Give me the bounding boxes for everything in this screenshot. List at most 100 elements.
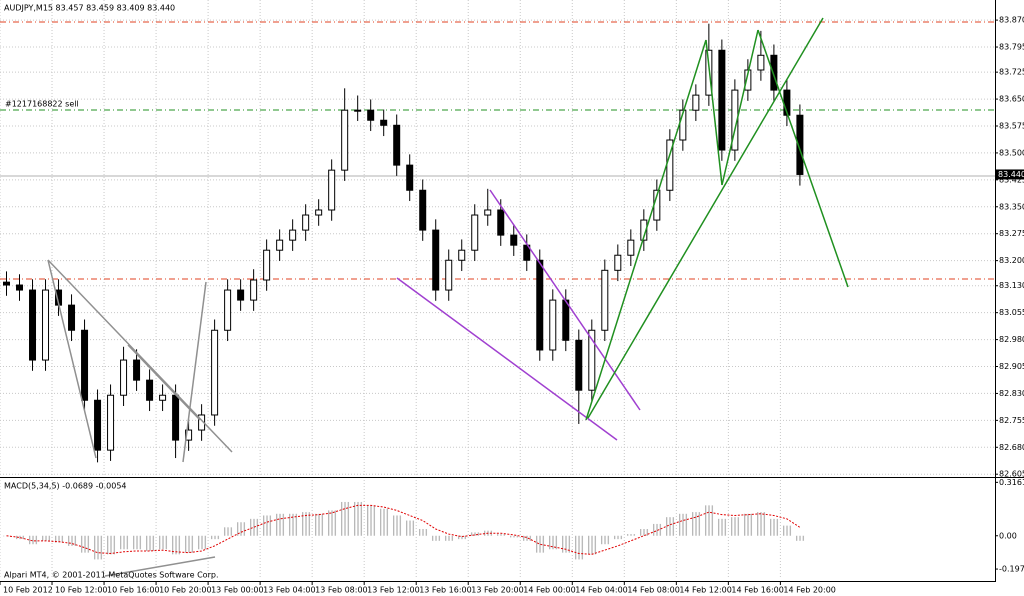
macd-bar <box>443 535 454 541</box>
x-tick-label: 14 Feb 16:00 <box>731 586 783 595</box>
macd-bar <box>365 505 376 536</box>
x-tick-label: 14 Feb 12:00 <box>679 586 731 595</box>
candle-body <box>81 329 89 401</box>
macd-bar <box>14 535 25 540</box>
macd-bar <box>144 535 155 551</box>
macd-bar <box>651 523 662 536</box>
candle-body <box>718 49 726 151</box>
macd-bar <box>261 515 272 536</box>
macd-bar <box>521 535 532 541</box>
macd-bar <box>495 534 506 536</box>
trendline <box>47 259 97 459</box>
axes: 83.870 83.795 83.725 83.650 83.575 83.500 83.4… <box>0 16 1024 595</box>
y-tick-label: 82.680 <box>999 443 1024 452</box>
candle-body <box>354 109 362 112</box>
macd-bar <box>92 535 103 560</box>
candle-body <box>731 89 739 151</box>
macd-bar <box>105 535 116 555</box>
x-tick-label: 14 Feb 04:00 <box>575 586 627 595</box>
macd-bar <box>287 513 298 536</box>
candle-body <box>692 94 700 111</box>
macd-bar <box>339 501 350 536</box>
trendline <box>47 259 233 453</box>
macd-bar <box>391 515 402 536</box>
macd-bar <box>612 535 623 540</box>
candle-body <box>68 304 76 331</box>
candle-body <box>94 399 102 451</box>
x-tick-label: 10 Feb 2012 <box>3 586 53 595</box>
trendline <box>705 39 723 186</box>
x-tick-label: 14 Feb 00:00 <box>523 586 575 595</box>
trendline <box>721 29 759 186</box>
candle-body <box>302 214 310 231</box>
macd-bar <box>729 517 740 536</box>
macd-bar <box>703 505 714 536</box>
candle-body <box>16 284 24 291</box>
candle-body <box>146 379 154 401</box>
y-tick-label: 0.3161 <box>999 478 1024 487</box>
candle-body <box>549 299 557 351</box>
x-tick-label: 13 Feb 16:00 <box>419 586 471 595</box>
macd-bar <box>79 535 90 553</box>
candle-body <box>419 189 427 231</box>
candle-body <box>211 329 219 416</box>
candle-body <box>770 54 778 91</box>
candle-body <box>172 394 180 441</box>
macd-bar <box>66 535 77 546</box>
macd-bar <box>300 512 311 536</box>
macd-bar <box>586 535 597 555</box>
candle-body <box>380 119 388 126</box>
candle-body <box>237 289 245 301</box>
macd-bar <box>664 517 675 536</box>
grid <box>0 0 995 578</box>
candle-body <box>315 209 323 216</box>
y-tick-label: 83.275 <box>999 229 1024 238</box>
macd-bar <box>235 522 246 536</box>
y-tick-label: 83.650 <box>999 95 1024 104</box>
y-tick-label: 83.425 <box>999 175 1024 184</box>
signal-line <box>6 504 801 555</box>
candle-body <box>29 289 37 361</box>
macd-bar <box>157 535 168 550</box>
candle-body <box>263 249 271 281</box>
candle-body <box>601 269 609 331</box>
macd-bar <box>274 513 285 536</box>
y-tick-label: 83.870 <box>999 16 1024 25</box>
candle-body <box>588 329 596 391</box>
macd-bar <box>456 535 467 540</box>
macd-bar <box>547 535 558 550</box>
candle-body <box>393 124 401 166</box>
macd-bar <box>638 529 649 536</box>
candle-body <box>796 114 804 175</box>
candle-body <box>224 289 232 331</box>
y-tick-label: 82.755 <box>999 416 1024 425</box>
x-tick-label: 13 Feb 08:00 <box>315 586 367 595</box>
candle-body <box>159 394 167 401</box>
y-tick-label: 83.200 <box>999 256 1024 265</box>
trendlines <box>47 17 849 577</box>
macd-bar <box>378 508 389 536</box>
candle-body <box>406 164 414 191</box>
last-price-box <box>996 169 1024 180</box>
candle-body <box>536 259 544 351</box>
candle-body <box>562 299 570 341</box>
macd-bar <box>430 535 441 541</box>
candle-body <box>497 209 505 236</box>
order-label: #1217168822 sell <box>5 100 79 109</box>
macd-bar <box>534 535 545 553</box>
macd-bar <box>599 535 610 545</box>
x-tick-label: 13 Feb 12:00 <box>367 586 419 595</box>
macd-bar <box>326 510 337 536</box>
candle-body <box>250 279 258 301</box>
macd-bar <box>560 535 571 553</box>
last-price-label: 83.440 <box>998 170 1024 179</box>
y-tick-label: 82.605 <box>999 470 1024 479</box>
macd-bar <box>755 512 766 536</box>
macd-bar <box>794 535 805 541</box>
y-tick-label: 83.795 <box>999 43 1024 52</box>
candle-body <box>510 234 518 246</box>
y-tick-label: 83.725 <box>999 68 1024 77</box>
candle-body <box>367 109 375 121</box>
candle-body <box>42 289 50 361</box>
